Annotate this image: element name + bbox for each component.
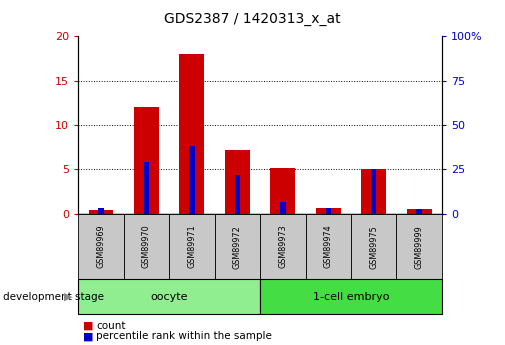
Text: ■: ■ xyxy=(83,321,94,331)
Bar xyxy=(361,169,386,214)
Bar xyxy=(371,169,376,214)
Text: GSM89969: GSM89969 xyxy=(96,225,106,268)
Bar xyxy=(316,208,341,214)
Bar xyxy=(270,168,295,214)
Bar xyxy=(417,209,422,214)
Text: GSM89973: GSM89973 xyxy=(278,225,287,268)
Bar xyxy=(235,175,240,214)
Bar xyxy=(179,54,205,214)
Text: GSM89971: GSM89971 xyxy=(187,225,196,268)
Text: GSM89970: GSM89970 xyxy=(142,225,151,268)
Text: development stage: development stage xyxy=(3,292,104,302)
Text: GSM89972: GSM89972 xyxy=(233,225,242,268)
Text: count: count xyxy=(96,321,125,331)
Bar xyxy=(407,209,432,214)
Text: oocyte: oocyte xyxy=(150,292,188,302)
Bar xyxy=(326,208,331,214)
Text: GSM89999: GSM89999 xyxy=(415,225,424,268)
Bar xyxy=(225,150,250,214)
Text: GDS2387 / 1420313_x_at: GDS2387 / 1420313_x_at xyxy=(164,12,341,26)
Text: percentile rank within the sample: percentile rank within the sample xyxy=(96,332,272,341)
Bar xyxy=(98,208,104,214)
Text: GSM89975: GSM89975 xyxy=(369,225,378,268)
Text: ■: ■ xyxy=(83,332,94,341)
Bar xyxy=(280,203,285,214)
Bar xyxy=(88,210,114,214)
Bar xyxy=(189,146,194,214)
Bar xyxy=(144,162,149,214)
Text: GSM89974: GSM89974 xyxy=(324,225,333,268)
Text: ▶: ▶ xyxy=(64,292,72,302)
Bar xyxy=(134,107,159,214)
Text: 1-cell embryo: 1-cell embryo xyxy=(313,292,389,302)
